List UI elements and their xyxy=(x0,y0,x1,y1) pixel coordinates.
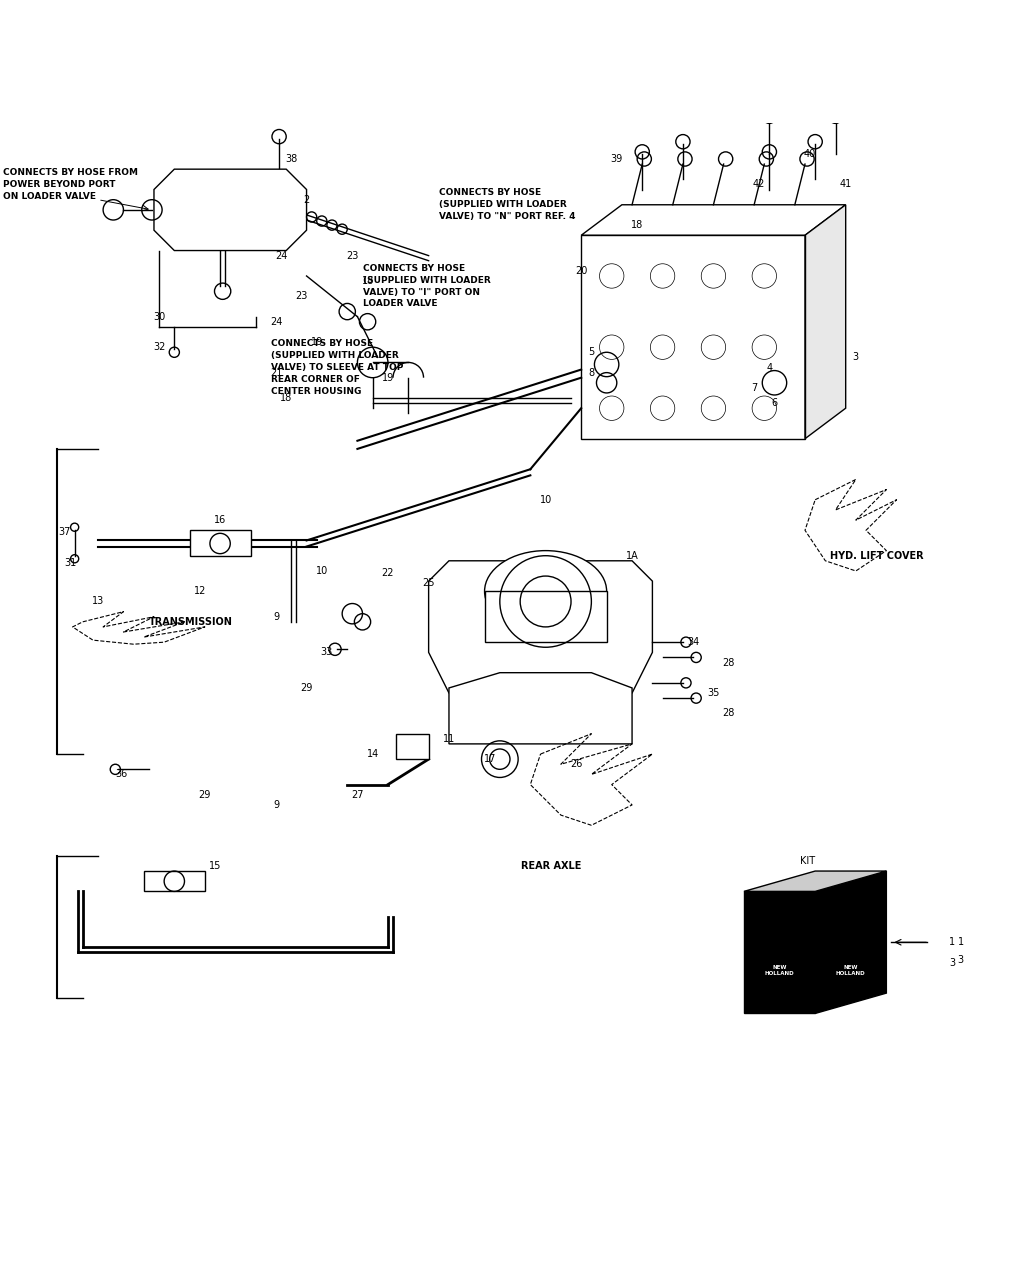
Text: 38: 38 xyxy=(285,154,298,164)
Text: 20: 20 xyxy=(575,265,587,276)
Polygon shape xyxy=(190,531,251,556)
Text: 18: 18 xyxy=(361,276,373,286)
Text: CONNECTS BY HOSE FROM
POWER BEYOND PORT
ON LOADER VALVE: CONNECTS BY HOSE FROM POWER BEYOND PORT … xyxy=(3,168,139,201)
Text: 14: 14 xyxy=(366,750,378,760)
Text: 28: 28 xyxy=(721,708,734,718)
Text: 39: 39 xyxy=(610,154,623,164)
Text: 12: 12 xyxy=(194,586,206,597)
Polygon shape xyxy=(581,205,845,235)
Text: 26: 26 xyxy=(570,760,582,770)
Text: 9: 9 xyxy=(273,800,279,810)
Text: 1: 1 xyxy=(957,937,963,947)
Text: 41: 41 xyxy=(839,179,851,190)
Text: CONNECTS BY HOSE
(SUPPLIED WITH LOADER
VALVE) TO "N" PORT REF. 4: CONNECTS BY HOSE (SUPPLIED WITH LOADER V… xyxy=(438,188,575,221)
Text: 19: 19 xyxy=(381,373,393,383)
Polygon shape xyxy=(448,672,632,744)
Text: 28: 28 xyxy=(721,657,734,667)
Text: 21: 21 xyxy=(270,368,282,378)
Text: 29: 29 xyxy=(300,683,313,693)
Text: NEW
HOLLAND: NEW HOLLAND xyxy=(836,966,865,976)
Polygon shape xyxy=(144,871,205,891)
Text: 2: 2 xyxy=(303,195,310,205)
Text: CONNECTS BY HOSE
(SUPPLIED WITH LOADER
VALVE) TO "I" PORT ON
LOADER VALVE: CONNECTS BY HOSE (SUPPLIED WITH LOADER V… xyxy=(362,264,490,308)
Text: HYD. LIFT COVER: HYD. LIFT COVER xyxy=(829,551,923,561)
Text: 8: 8 xyxy=(588,368,594,378)
Polygon shape xyxy=(743,891,814,1014)
Text: 3: 3 xyxy=(852,353,858,363)
Polygon shape xyxy=(395,733,428,760)
Text: 10: 10 xyxy=(315,566,328,576)
Text: 36: 36 xyxy=(115,770,127,780)
Text: 6: 6 xyxy=(770,398,776,408)
Text: 30: 30 xyxy=(153,312,165,321)
Text: 24: 24 xyxy=(270,317,282,327)
Text: 15: 15 xyxy=(209,861,221,871)
Text: 9: 9 xyxy=(273,612,279,622)
Text: 17: 17 xyxy=(483,755,495,765)
Text: 32: 32 xyxy=(153,343,165,353)
Text: 31: 31 xyxy=(64,557,76,568)
Text: TRANSMISSION: TRANSMISSION xyxy=(149,617,232,627)
Text: 34: 34 xyxy=(687,637,699,647)
Text: NEW
HOLLAND: NEW HOLLAND xyxy=(764,966,794,976)
Bar xyxy=(581,235,804,439)
Text: 33: 33 xyxy=(320,647,332,657)
Text: 1A: 1A xyxy=(625,551,638,561)
Text: 7: 7 xyxy=(750,383,756,393)
Polygon shape xyxy=(428,561,652,693)
Text: 4: 4 xyxy=(765,363,771,373)
Polygon shape xyxy=(743,871,886,891)
Text: 27: 27 xyxy=(351,790,364,800)
Text: 29: 29 xyxy=(199,790,211,800)
Polygon shape xyxy=(804,205,845,439)
Text: 22: 22 xyxy=(381,568,393,578)
Text: 42: 42 xyxy=(752,179,764,190)
Text: 23: 23 xyxy=(345,250,358,260)
Text: REAR AXLE: REAR AXLE xyxy=(520,861,580,871)
Text: 18: 18 xyxy=(280,393,292,403)
Text: 40: 40 xyxy=(803,149,815,159)
Text: 1: 1 xyxy=(949,937,955,947)
Text: 25: 25 xyxy=(422,578,434,588)
Text: 35: 35 xyxy=(706,688,719,698)
Text: 11: 11 xyxy=(442,734,454,743)
Polygon shape xyxy=(154,169,307,250)
Text: 16: 16 xyxy=(214,516,226,525)
Text: 10: 10 xyxy=(539,494,551,504)
Text: 19: 19 xyxy=(311,337,323,348)
Text: 13: 13 xyxy=(92,597,104,607)
Polygon shape xyxy=(814,871,886,1014)
Text: KIT: KIT xyxy=(800,856,815,866)
Text: 37: 37 xyxy=(58,527,70,537)
Text: 18: 18 xyxy=(631,220,643,230)
Text: 3: 3 xyxy=(949,958,955,968)
Text: CONNECTS BY HOSE
(SUPPLIED WITH LOADER
VALVE) TO SLEEVE AT TOP
REAR CORNER OF
CE: CONNECTS BY HOSE (SUPPLIED WITH LOADER V… xyxy=(271,340,403,396)
Bar xyxy=(484,592,606,642)
Text: 23: 23 xyxy=(294,291,308,301)
Ellipse shape xyxy=(484,551,606,632)
Text: 5: 5 xyxy=(588,348,594,358)
Text: 3: 3 xyxy=(957,954,963,964)
Text: 24: 24 xyxy=(275,250,287,260)
